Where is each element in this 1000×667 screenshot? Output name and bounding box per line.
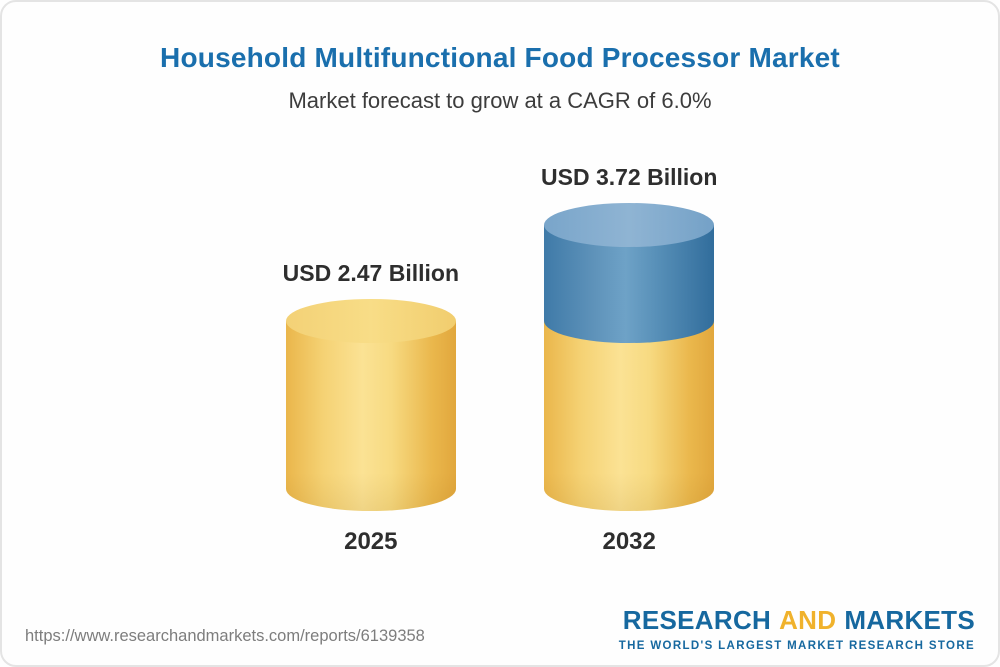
chart-area: USD 2.47 Billion 2025 USD 3.72 Billion 2… <box>0 164 1000 557</box>
base-segment <box>544 321 715 511</box>
research-and-markets-logo: RESEARCH AND MARKETS THE WORLD'S LARGEST… <box>619 605 975 652</box>
bar-value-label-2032: USD 3.72 Billion <box>541 164 718 190</box>
bar-group-2025: USD 2.47 Billion 2025 <box>283 260 459 557</box>
logo-tagline: THE WORLD'S LARGEST MARKET RESEARCH STOR… <box>618 640 975 652</box>
logo-wordmark: RESEARCH AND MARKETS <box>619 605 975 636</box>
source-url[interactable]: https://www.researchandmarkets.com/repor… <box>25 627 425 645</box>
cylinder-2025 <box>285 299 456 511</box>
cylinder-top-ellipse-2025 <box>285 299 456 343</box>
bar-year-label-2032: 2032 <box>602 528 656 555</box>
cylinder-2032 <box>544 203 715 511</box>
bar-value-label-2025: USD 2.47 Billion <box>282 260 459 286</box>
bar-year-label-2025: 2025 <box>344 528 398 555</box>
logo-word-research: RESEARCH <box>622 605 772 635</box>
logo-word-markets: MARKETS <box>844 605 975 635</box>
chart-header: Household Multifunctional Food Processor… <box>0 42 1000 114</box>
logo-word-and: AND <box>779 605 837 635</box>
bar-group-2032: USD 3.72 Billion 2032 <box>541 164 717 557</box>
chart-subtitle: Market forecast to grow at a CAGR of 6.0… <box>288 88 712 113</box>
chart-title: Household Multifunctional Food Processor… <box>160 42 840 73</box>
growth-top-ellipse <box>544 203 715 247</box>
